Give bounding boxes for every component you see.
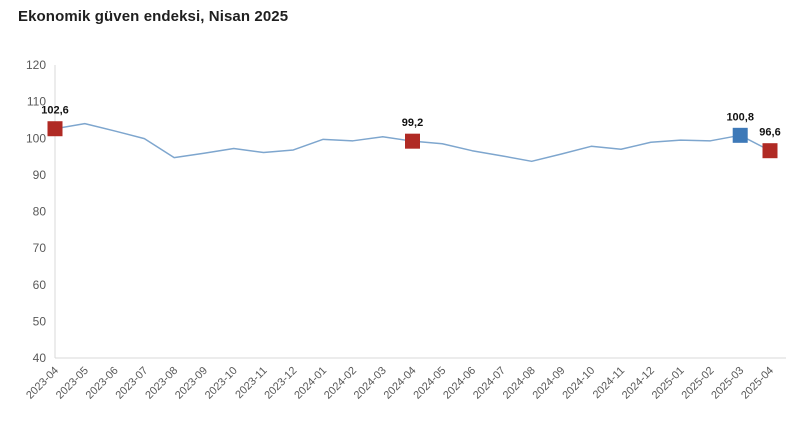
- value-label: 96,6: [759, 127, 780, 139]
- value-label: 100,8: [726, 111, 754, 123]
- x-tick-label: 2025-04: [739, 365, 776, 402]
- red-square-marker: [762, 143, 778, 159]
- x-tick-label: 2024-10: [560, 365, 597, 402]
- y-tick-label: 70: [33, 241, 47, 255]
- chart-title: Ekonomik güven endeksi, Nisan 2025: [18, 8, 289, 25]
- y-tick-label: 40: [33, 351, 47, 365]
- y-tick-label: 60: [33, 278, 47, 292]
- y-tick-label: 50: [33, 314, 47, 328]
- red-square-marker: [405, 133, 420, 149]
- red-square-marker: [47, 121, 63, 137]
- y-tick-label: 100: [26, 131, 46, 145]
- blue-square-marker: [732, 127, 748, 143]
- x-tick-label: 2023-10: [203, 365, 240, 402]
- y-tick-label: 110: [27, 95, 46, 109]
- y-tick-label: 120: [26, 58, 46, 72]
- value-label: 102,6: [41, 105, 69, 117]
- y-tick-label: 90: [33, 168, 47, 182]
- y-tick-label: 80: [33, 205, 47, 219]
- value-label: 99,2: [402, 117, 423, 129]
